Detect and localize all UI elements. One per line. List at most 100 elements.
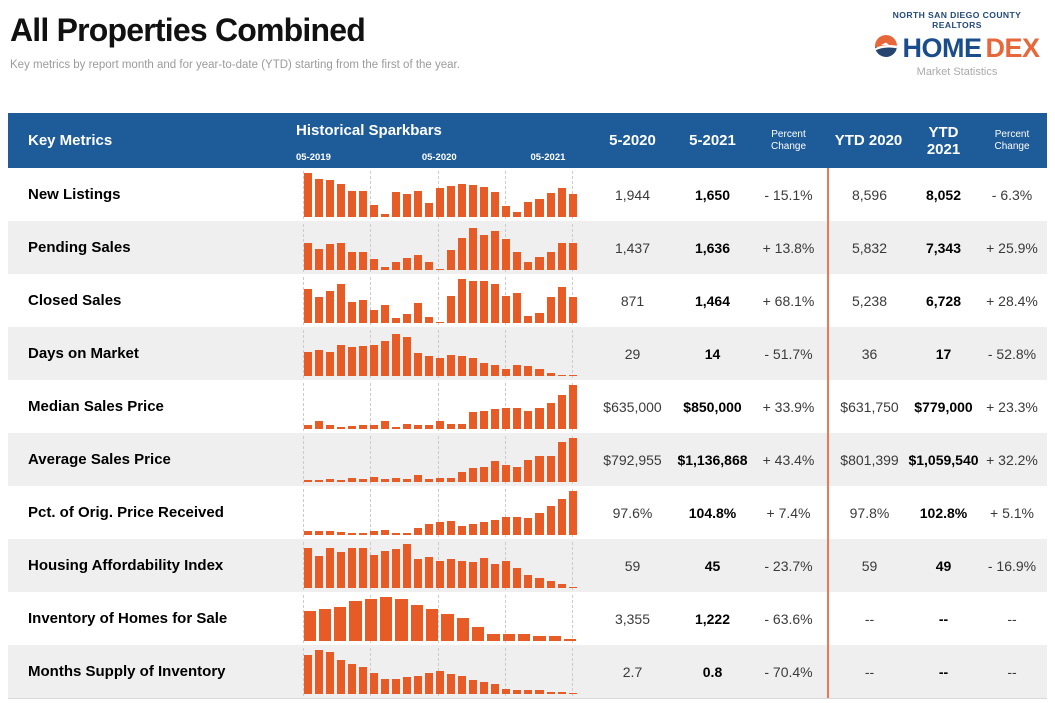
spark-bar (336, 345, 345, 376)
spark-bar (568, 296, 577, 323)
spark-bar (546, 296, 555, 323)
spark-bar (535, 690, 544, 694)
logo-dex-text: DEX (985, 33, 1040, 63)
spark-bar (347, 301, 356, 323)
spark-bar (314, 556, 323, 588)
value-month-curr: $850,000 (683, 398, 742, 415)
spark-bar (524, 574, 533, 588)
spark-bars (302, 650, 578, 694)
spark-bar (480, 466, 489, 482)
spark-bar (402, 337, 411, 376)
spark-bar (347, 251, 356, 270)
value-month-percent-change: + 13.8% (762, 239, 815, 256)
homedex-globe-icon (874, 34, 898, 63)
value-month-prev: 29 (624, 345, 641, 362)
spark-bar (314, 421, 323, 429)
value-month-percent-change: - 23.7% (764, 557, 813, 574)
value-ytd-prev: 5,238 (827, 274, 910, 327)
metric-label: Median Sales Price (28, 398, 164, 415)
spark-bar (469, 679, 478, 694)
spark-bar (557, 584, 566, 588)
spark-bar (358, 548, 367, 588)
spark-bar (336, 551, 345, 588)
spark-bar (369, 476, 378, 482)
spark-bar (380, 678, 389, 694)
spark-bar (391, 426, 400, 429)
value-month-prev: 1,437 (614, 239, 651, 256)
metric-label: Days on Market (28, 345, 139, 362)
spark-bar (535, 369, 544, 376)
spark-bar (469, 561, 478, 588)
metric-label: Inventory of Homes for Sale (28, 610, 228, 627)
spark-bar (557, 286, 566, 323)
spark-bar (391, 549, 400, 588)
spark-bar (469, 228, 478, 270)
table-row: Average Sales Price $792,955 $1,136,868 + 4… (8, 433, 1047, 486)
spark-bar (436, 321, 445, 323)
spark-bar (491, 519, 500, 535)
value-ytd-curr: $779,000 (914, 398, 973, 415)
spark-bar (502, 206, 511, 217)
spark-bars (302, 385, 578, 429)
spark-bar (469, 358, 478, 376)
value-month-prev: $792,955 (603, 451, 662, 468)
spark-bar (314, 650, 323, 694)
spark-bar (303, 288, 312, 323)
spark-bar (402, 423, 411, 429)
spark-bar (546, 506, 555, 535)
spark-bar (480, 187, 489, 217)
spark-bar (513, 568, 522, 588)
table-body: New Listings 1,944 1,650 - 15.1% 8,596 8,052 -… (8, 168, 1047, 698)
value-month-prev: 871 (620, 292, 645, 309)
spark-bar (347, 190, 356, 217)
page-subtitle: Key metrics by report month and for year… (10, 59, 460, 71)
value-ytd-percent-change: - 6.3% (991, 186, 1033, 203)
gridline (571, 595, 573, 643)
spark-bar (557, 442, 566, 482)
header-month-prev: 5-2020 (609, 132, 656, 149)
sparkbar-chart (288, 433, 590, 486)
gridline (504, 436, 506, 484)
spark-bar (325, 530, 334, 535)
value-month-percent-change: - 70.4% (764, 663, 813, 680)
value-ytd-curr: 8,052 (925, 186, 962, 203)
spark-bar (469, 412, 478, 429)
sparkbar-chart (288, 380, 590, 433)
spark-bar (502, 634, 516, 641)
table-row: Median Sales Price $635,000 $850,000 + 33.9… (8, 380, 1047, 433)
spark-bar (347, 532, 356, 535)
spark-bar (524, 460, 533, 482)
spark-bar (369, 531, 378, 535)
spark-bar (358, 191, 367, 217)
value-month-prev: $635,000 (603, 398, 662, 415)
table-row: Months Supply of Inventory 2.7 0.8- 70.4% -… (8, 645, 1047, 698)
sparkbar-chart (288, 168, 590, 221)
gridline (571, 542, 573, 590)
spark-bar (336, 426, 345, 429)
spark-bar (535, 407, 544, 429)
spark-bar (402, 314, 411, 323)
spark-bar (391, 334, 400, 376)
value-ytd-curr: 49 (935, 557, 952, 574)
value-month-curr: 1,650 (694, 186, 731, 203)
spark-bar (391, 477, 400, 482)
spark-bar (524, 316, 533, 323)
spark-bar (524, 518, 533, 535)
gridline (437, 224, 439, 272)
gridline (504, 489, 506, 537)
header-ytd-prev: YTD 2020 (834, 132, 903, 149)
spark-bar (469, 281, 478, 323)
gridline (504, 171, 506, 219)
spark-bar (458, 526, 467, 535)
spark-bar (347, 426, 356, 429)
spark-bar (303, 547, 312, 588)
spark-bar (358, 479, 367, 482)
spark-bar (380, 479, 389, 482)
spark-bar (325, 479, 334, 482)
spark-bar (336, 184, 345, 217)
spark-bar (436, 188, 445, 217)
value-ytd-curr: 102.8% (919, 504, 968, 521)
spark-bar (546, 691, 555, 694)
sparkbar-chart (288, 327, 590, 380)
spark-bar (502, 560, 511, 588)
